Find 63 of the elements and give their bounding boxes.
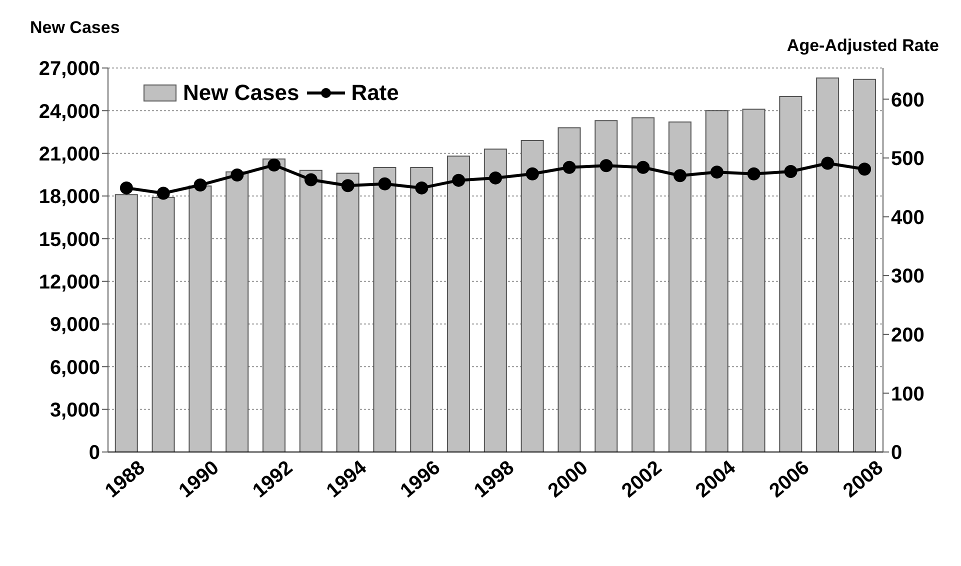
point — [784, 165, 798, 178]
bar — [114, 194, 138, 452]
bar — [558, 127, 581, 452]
y-tick-label: 12,000 — [38, 271, 100, 294]
point — [230, 168, 244, 182]
bar — [668, 122, 692, 452]
bar — [520, 140, 544, 452]
bar — [336, 172, 360, 452]
bar — [742, 108, 766, 452]
legend-label: New Cases — [183, 80, 300, 106]
y2-tick-label: 300 — [891, 266, 924, 288]
y2-tick-label: 500 — [891, 148, 924, 170]
y-tick-label: 27,000 — [38, 58, 100, 80]
point — [156, 186, 170, 200]
y2-tick-label: 100 — [891, 383, 924, 406]
y-tick-label: 6,000 — [50, 356, 100, 379]
point — [636, 160, 650, 174]
bar — [226, 171, 249, 452]
y-tick-label: 9,000 — [50, 314, 100, 336]
point — [489, 171, 502, 184]
y-tick-label: 24,000 — [38, 100, 100, 123]
point — [821, 156, 834, 170]
point — [268, 158, 281, 172]
bar — [373, 167, 396, 452]
bar — [852, 78, 876, 452]
point — [120, 181, 133, 194]
point — [378, 177, 392, 190]
bar — [188, 186, 212, 452]
legend-label: Rate — [351, 80, 399, 106]
bar — [447, 156, 470, 452]
bar — [299, 170, 322, 452]
point — [415, 181, 428, 194]
y-tick-label: 18,000 — [38, 186, 100, 208]
y2-tick-label: 200 — [891, 324, 924, 346]
y-tick-label: 21,000 — [38, 143, 100, 166]
y2-tick-label: 400 — [891, 206, 924, 229]
bar — [262, 158, 286, 452]
point — [526, 167, 539, 180]
bar — [632, 117, 655, 452]
bar — [779, 96, 802, 452]
point — [452, 174, 466, 187]
y-tick-label: 15,000 — [38, 228, 100, 251]
point — [304, 173, 318, 186]
point — [341, 179, 354, 192]
point — [710, 166, 724, 179]
point — [562, 160, 576, 174]
point — [194, 178, 207, 192]
bar — [410, 167, 434, 452]
bar — [705, 110, 728, 452]
bar — [594, 120, 618, 452]
y2-tick-label: 600 — [891, 89, 924, 112]
y2-axis-title: Age-Adjusted Rate — [786, 36, 939, 56]
y-tick-label: 0 — [88, 442, 100, 464]
point — [674, 169, 687, 182]
y-tick-label: 3,000 — [50, 399, 100, 422]
point — [600, 159, 613, 172]
bar — [816, 77, 840, 452]
y2-tick-label: 0 — [891, 442, 902, 464]
bar — [484, 148, 507, 452]
y-axis-title: New Cases — [30, 18, 120, 38]
bar — [152, 196, 175, 452]
point — [747, 167, 760, 180]
point — [858, 162, 872, 176]
